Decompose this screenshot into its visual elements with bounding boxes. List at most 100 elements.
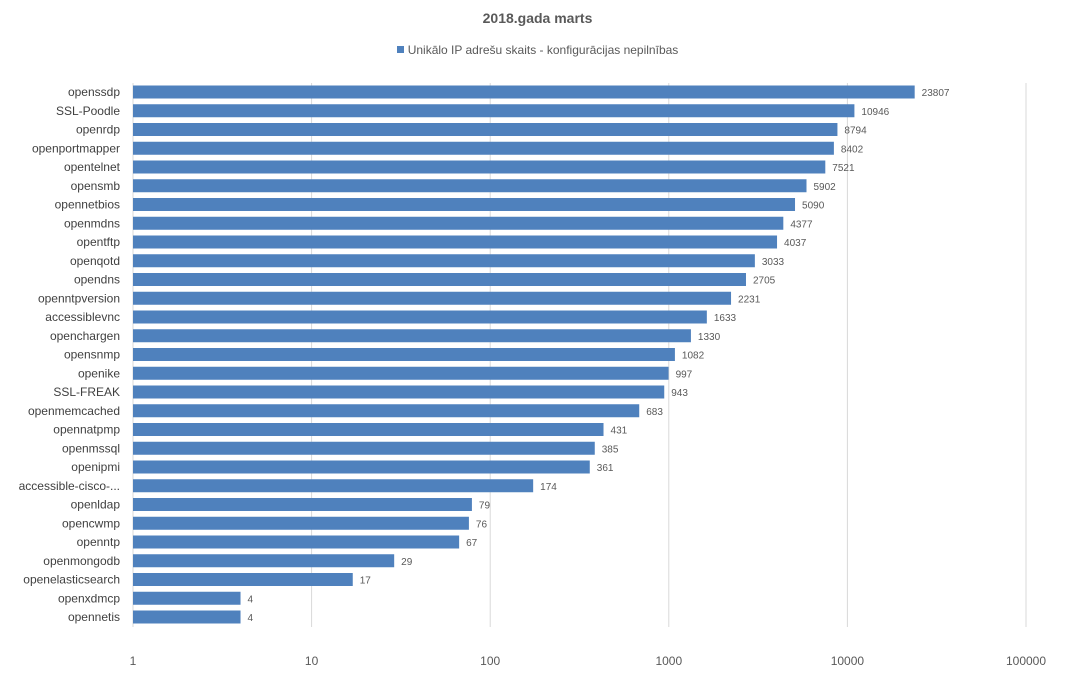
category-label: openrdp	[76, 123, 120, 137]
data-label: 4	[248, 594, 254, 605]
data-label: 8794	[844, 126, 867, 137]
bar	[133, 460, 590, 474]
bar	[133, 198, 796, 211]
category-label: openmemcached	[28, 404, 120, 418]
data-label: 385	[602, 444, 619, 455]
data-label: 4	[248, 613, 254, 624]
category-label: openntp	[77, 535, 121, 549]
bar	[133, 141, 834, 155]
category-label: opennatpmp	[53, 423, 120, 437]
bar	[133, 423, 604, 436]
legend: Unikālo IP adrešu skaits - konfigurācija…	[0, 43, 1075, 57]
category-label: opentftp	[77, 235, 121, 249]
bar	[133, 535, 460, 549]
data-label: 5902	[814, 182, 837, 193]
category-label: openchargen	[50, 329, 120, 343]
data-label: 431	[611, 426, 628, 437]
category-label: accessible-cisco-...	[19, 479, 120, 493]
bar	[133, 216, 784, 230]
data-label: 67	[466, 538, 478, 549]
data-label: 174	[540, 482, 557, 493]
bar	[133, 254, 755, 268]
data-label: 1330	[698, 332, 721, 343]
legend-swatch	[396, 46, 404, 54]
category-label: opennetbios	[55, 198, 120, 212]
category-label: openmssql	[62, 441, 120, 455]
label-layer: 1 10 100 1000 10000 100000 openssdp 23807 SSL-Po…	[19, 85, 1047, 668]
bar	[133, 591, 241, 605]
category-label: SSL-Poodle	[56, 104, 120, 118]
data-label: 23807	[922, 88, 950, 99]
category-label: openntpversion	[38, 291, 120, 305]
data-label: 3033	[762, 257, 785, 268]
category-label: openelasticsearch	[23, 573, 120, 587]
data-label: 4377	[790, 219, 813, 230]
category-label: opennetis	[68, 610, 120, 624]
data-label: 29	[401, 557, 413, 568]
bar	[133, 573, 353, 586]
x-tick-label: 1	[130, 654, 137, 668]
data-label: 943	[671, 388, 688, 399]
category-label: SSL-FREAK	[53, 385, 120, 399]
bar	[133, 366, 669, 380]
data-label: 997	[676, 369, 693, 380]
bar	[133, 404, 640, 418]
legend-label: Unikālo IP adrešu skaits - konfigurācija…	[407, 43, 679, 57]
category-label: openssdp	[68, 85, 120, 99]
data-label: 76	[476, 519, 488, 530]
bar	[133, 123, 838, 136]
category-label: openmongodb	[43, 554, 120, 568]
data-label: 2705	[753, 276, 776, 287]
category-label: openmdns	[64, 216, 120, 230]
category-label: opensmb	[71, 179, 121, 193]
x-tick-label: 100000	[1006, 654, 1046, 668]
category-label: openportmapper	[32, 141, 120, 155]
x-tick-label: 100	[480, 654, 500, 668]
bar	[133, 329, 691, 343]
data-label: 10946	[861, 107, 889, 118]
data-label: 7521	[832, 163, 855, 174]
bar	[133, 348, 675, 361]
data-label: 1633	[714, 313, 737, 324]
bar	[133, 498, 472, 511]
data-label: 1082	[682, 351, 705, 362]
category-label: openxdmcp	[58, 591, 120, 605]
bar	[133, 160, 826, 174]
data-label: 5090	[802, 201, 825, 212]
category-label: openqotd	[70, 254, 120, 268]
bar	[133, 104, 855, 118]
x-tick-label: 10000	[831, 654, 865, 668]
category-label: opentelnet	[64, 160, 121, 174]
data-label: 4037	[784, 238, 807, 249]
category-label: openipmi	[71, 460, 120, 474]
category-label: opencwmp	[62, 516, 120, 530]
data-label: 2231	[738, 294, 761, 305]
bar	[133, 291, 732, 305]
bar	[133, 385, 665, 399]
bar	[133, 516, 469, 530]
bar	[133, 85, 915, 99]
bar	[133, 310, 707, 324]
bar	[133, 610, 241, 624]
category-label: openike	[78, 366, 120, 380]
chart-title: 2018.gada marts	[482, 10, 593, 26]
data-label: 79	[479, 501, 491, 512]
bar	[133, 235, 778, 249]
bar	[133, 479, 534, 493]
category-label: opendns	[74, 273, 120, 287]
category-label: opensnmp	[64, 348, 120, 362]
x-tick-label: 10	[305, 654, 319, 668]
data-label: 683	[646, 407, 663, 418]
bar	[133, 441, 595, 455]
data-label: 8402	[841, 144, 864, 155]
data-label: 17	[360, 576, 372, 587]
category-label: accessiblevnc	[45, 310, 120, 324]
bar	[133, 273, 746, 286]
category-label: openldap	[71, 498, 121, 512]
data-label: 361	[597, 463, 614, 474]
bar	[133, 179, 807, 193]
x-tick-label: 1000	[655, 654, 682, 668]
bar-layer	[133, 85, 915, 624]
bar	[133, 554, 395, 568]
